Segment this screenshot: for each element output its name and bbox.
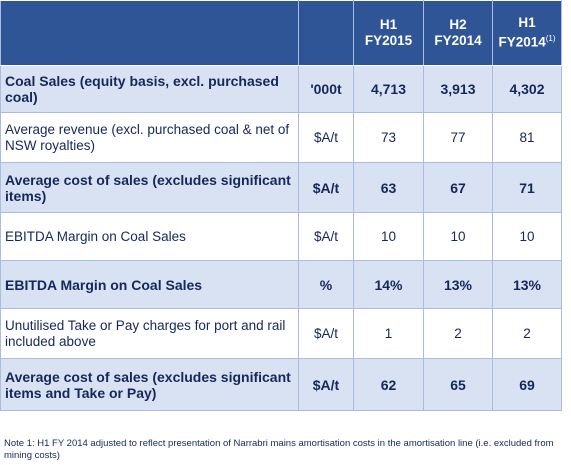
header-line: H1: [379, 17, 398, 32]
table-row: Average cost of sales (excludes signific…: [0, 358, 562, 411]
cell-value: 81: [492, 112, 562, 163]
row-label: EBITDA Margin on Coal Sales: [0, 260, 299, 309]
cell-value: 13%: [492, 260, 562, 309]
cell-value: 73: [353, 112, 424, 163]
row-unit: %: [298, 260, 354, 309]
cell-value: 1: [353, 308, 424, 359]
cell-value: 3,913: [423, 65, 493, 113]
header-line: H1: [518, 15, 536, 31]
cell-value: 2: [492, 308, 562, 359]
row-label: Average cost of sales (excludes signific…: [0, 358, 299, 411]
cell-value: 2: [423, 308, 493, 359]
header-row: H1 FY2015 H2 FY2014 H1 FY2014(1): [0, 0, 562, 66]
cell-value: 4,713: [353, 65, 424, 113]
row-label: Average revenue (excl. purchased coal & …: [0, 112, 299, 163]
table-row: Unutilised Take or Pay charges for port …: [0, 308, 562, 359]
data-table: H1 FY2015 H2 FY2014 H1 FY2014(1) Coal Sales (…: [0, 0, 562, 411]
footnote-ref: (1): [545, 34, 556, 44]
row-unit: $A/t: [298, 162, 354, 213]
row-label: EBITDA Margin on Coal Sales: [0, 212, 299, 261]
header-blank: [298, 0, 354, 66]
row-label: Coal Sales (equity basis, excl. purchase…: [0, 65, 299, 113]
cell-value: 69: [492, 358, 562, 411]
row-unit: $A/t: [298, 358, 354, 411]
footnote: Note 1: H1 FY 2014 adjusted to reflect p…: [4, 438, 554, 461]
row-label: Unutilised Take or Pay charges for port …: [0, 308, 299, 359]
column-header: H2 FY2014: [423, 0, 493, 66]
cell-value: 67: [423, 162, 493, 213]
row-unit: $A/t: [298, 308, 354, 359]
table-row: EBITDA Margin on Coal Sales% 14% 13% 13%: [0, 260, 562, 309]
header-line: FY2015: [364, 33, 413, 48]
row-label: Average cost of sales (excludes signific…: [0, 162, 299, 213]
table-row: EBITDA Margin on Coal Sales $A/t 10 10 10: [0, 212, 562, 261]
row-unit: $A/t: [298, 112, 354, 163]
column-header: H1 FY2014(1): [492, 0, 562, 66]
cell-value: 10: [423, 212, 493, 261]
cell-value: 77: [423, 112, 493, 163]
cell-value: 10: [492, 212, 562, 261]
header-line: FY2014: [434, 33, 482, 48]
header-line: FY2014: [498, 34, 546, 50]
cell-value: 13%: [423, 260, 493, 309]
cell-value: 10: [353, 212, 424, 261]
cell-value: 14%: [353, 260, 424, 309]
table-row: Average revenue (excl. purchased coal & …: [0, 112, 562, 163]
cell-value: 71: [492, 162, 562, 213]
table-row: Average cost of sales (excludes signific…: [0, 162, 562, 213]
row-unit: '000t: [298, 65, 354, 113]
header-line: H2: [449, 17, 467, 32]
cell-value: 65: [423, 358, 493, 411]
cell-value: 4,302: [492, 65, 562, 113]
row-unit: $A/t: [298, 212, 354, 261]
column-header: H1 FY2015: [353, 0, 424, 66]
table-row: Coal Sales (equity basis, excl. purchase…: [0, 65, 562, 113]
header-blank: [0, 0, 299, 66]
cell-value: 63: [353, 162, 424, 213]
cell-value: 62: [353, 358, 424, 411]
